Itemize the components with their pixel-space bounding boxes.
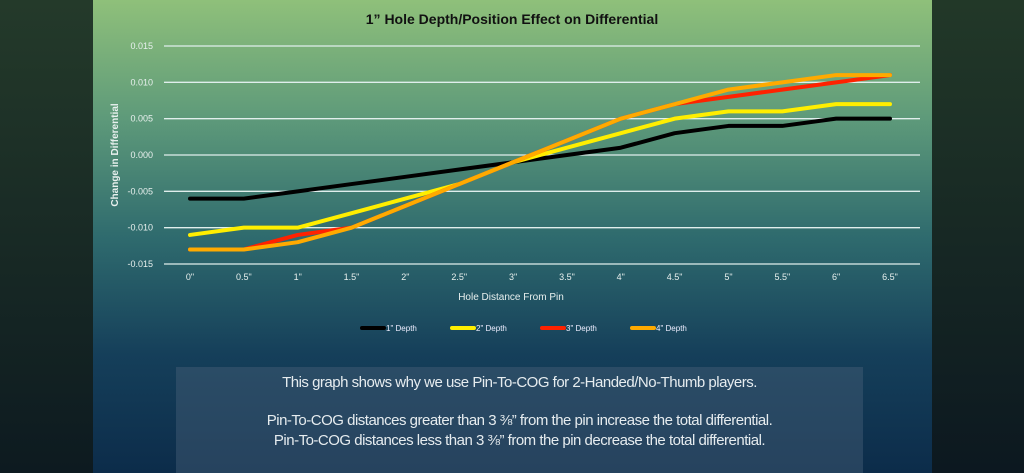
chart-title: 1” Hole Depth/Position Effect on Differe… <box>366 11 658 27</box>
y-tick-label: -0.015 <box>127 259 153 269</box>
left-letterbox <box>0 0 93 473</box>
x-tick-label: 3" <box>509 272 517 282</box>
x-axis-label: Hole Distance From Pin <box>458 292 564 303</box>
x-tick-label: 3.5" <box>559 272 575 282</box>
caption-line-1: This graph shows why we use Pin-To-COG f… <box>282 374 757 391</box>
x-tick-label: 0" <box>186 272 194 282</box>
x-tick-label: 1.5" <box>344 272 360 282</box>
x-tick-label: 1" <box>294 272 302 282</box>
y-tick-label: 0.010 <box>130 77 153 87</box>
x-tick-label: 0.5" <box>236 272 252 282</box>
x-tick-label: 4.5" <box>667 272 683 282</box>
legend-label: 1" Depth <box>386 324 417 333</box>
x-tick-label: 5.5" <box>774 272 790 282</box>
legend-label: 2" Depth <box>476 324 507 333</box>
legend-label: 3" Depth <box>566 324 597 333</box>
right-letterbox <box>932 0 1024 473</box>
caption-line-3: Pin-To-COG distances less than 3 ⅜” from… <box>273 432 766 449</box>
y-tick-label: -0.010 <box>127 223 153 233</box>
series-line-4 <box>188 73 892 252</box>
series-line-3 <box>188 73 892 252</box>
slide-background <box>93 0 932 473</box>
caption-line-2: Pin-To-COG distances greater than 3 ⅜” f… <box>266 412 773 429</box>
x-tick-label: 6" <box>832 272 840 282</box>
series-line-2 <box>188 102 892 237</box>
y-tick-label: 0.015 <box>130 41 153 51</box>
x-tick-label: 2" <box>401 272 409 282</box>
y-axis-label: Change in Differential <box>110 103 121 207</box>
x-tick-label: 2.5" <box>451 272 467 282</box>
y-tick-label: -0.005 <box>127 186 153 196</box>
legend-label: 4" Depth <box>656 324 687 333</box>
series-line-1 <box>188 116 892 201</box>
x-tick-label: 5" <box>724 272 732 282</box>
y-tick-label: 0.000 <box>130 150 153 160</box>
x-tick-label: 4" <box>617 272 625 282</box>
y-tick-label: 0.005 <box>130 114 153 124</box>
x-tick-label: 6.5" <box>882 272 898 282</box>
caption-box: This graph shows why we use Pin-To-COG f… <box>176 367 863 473</box>
